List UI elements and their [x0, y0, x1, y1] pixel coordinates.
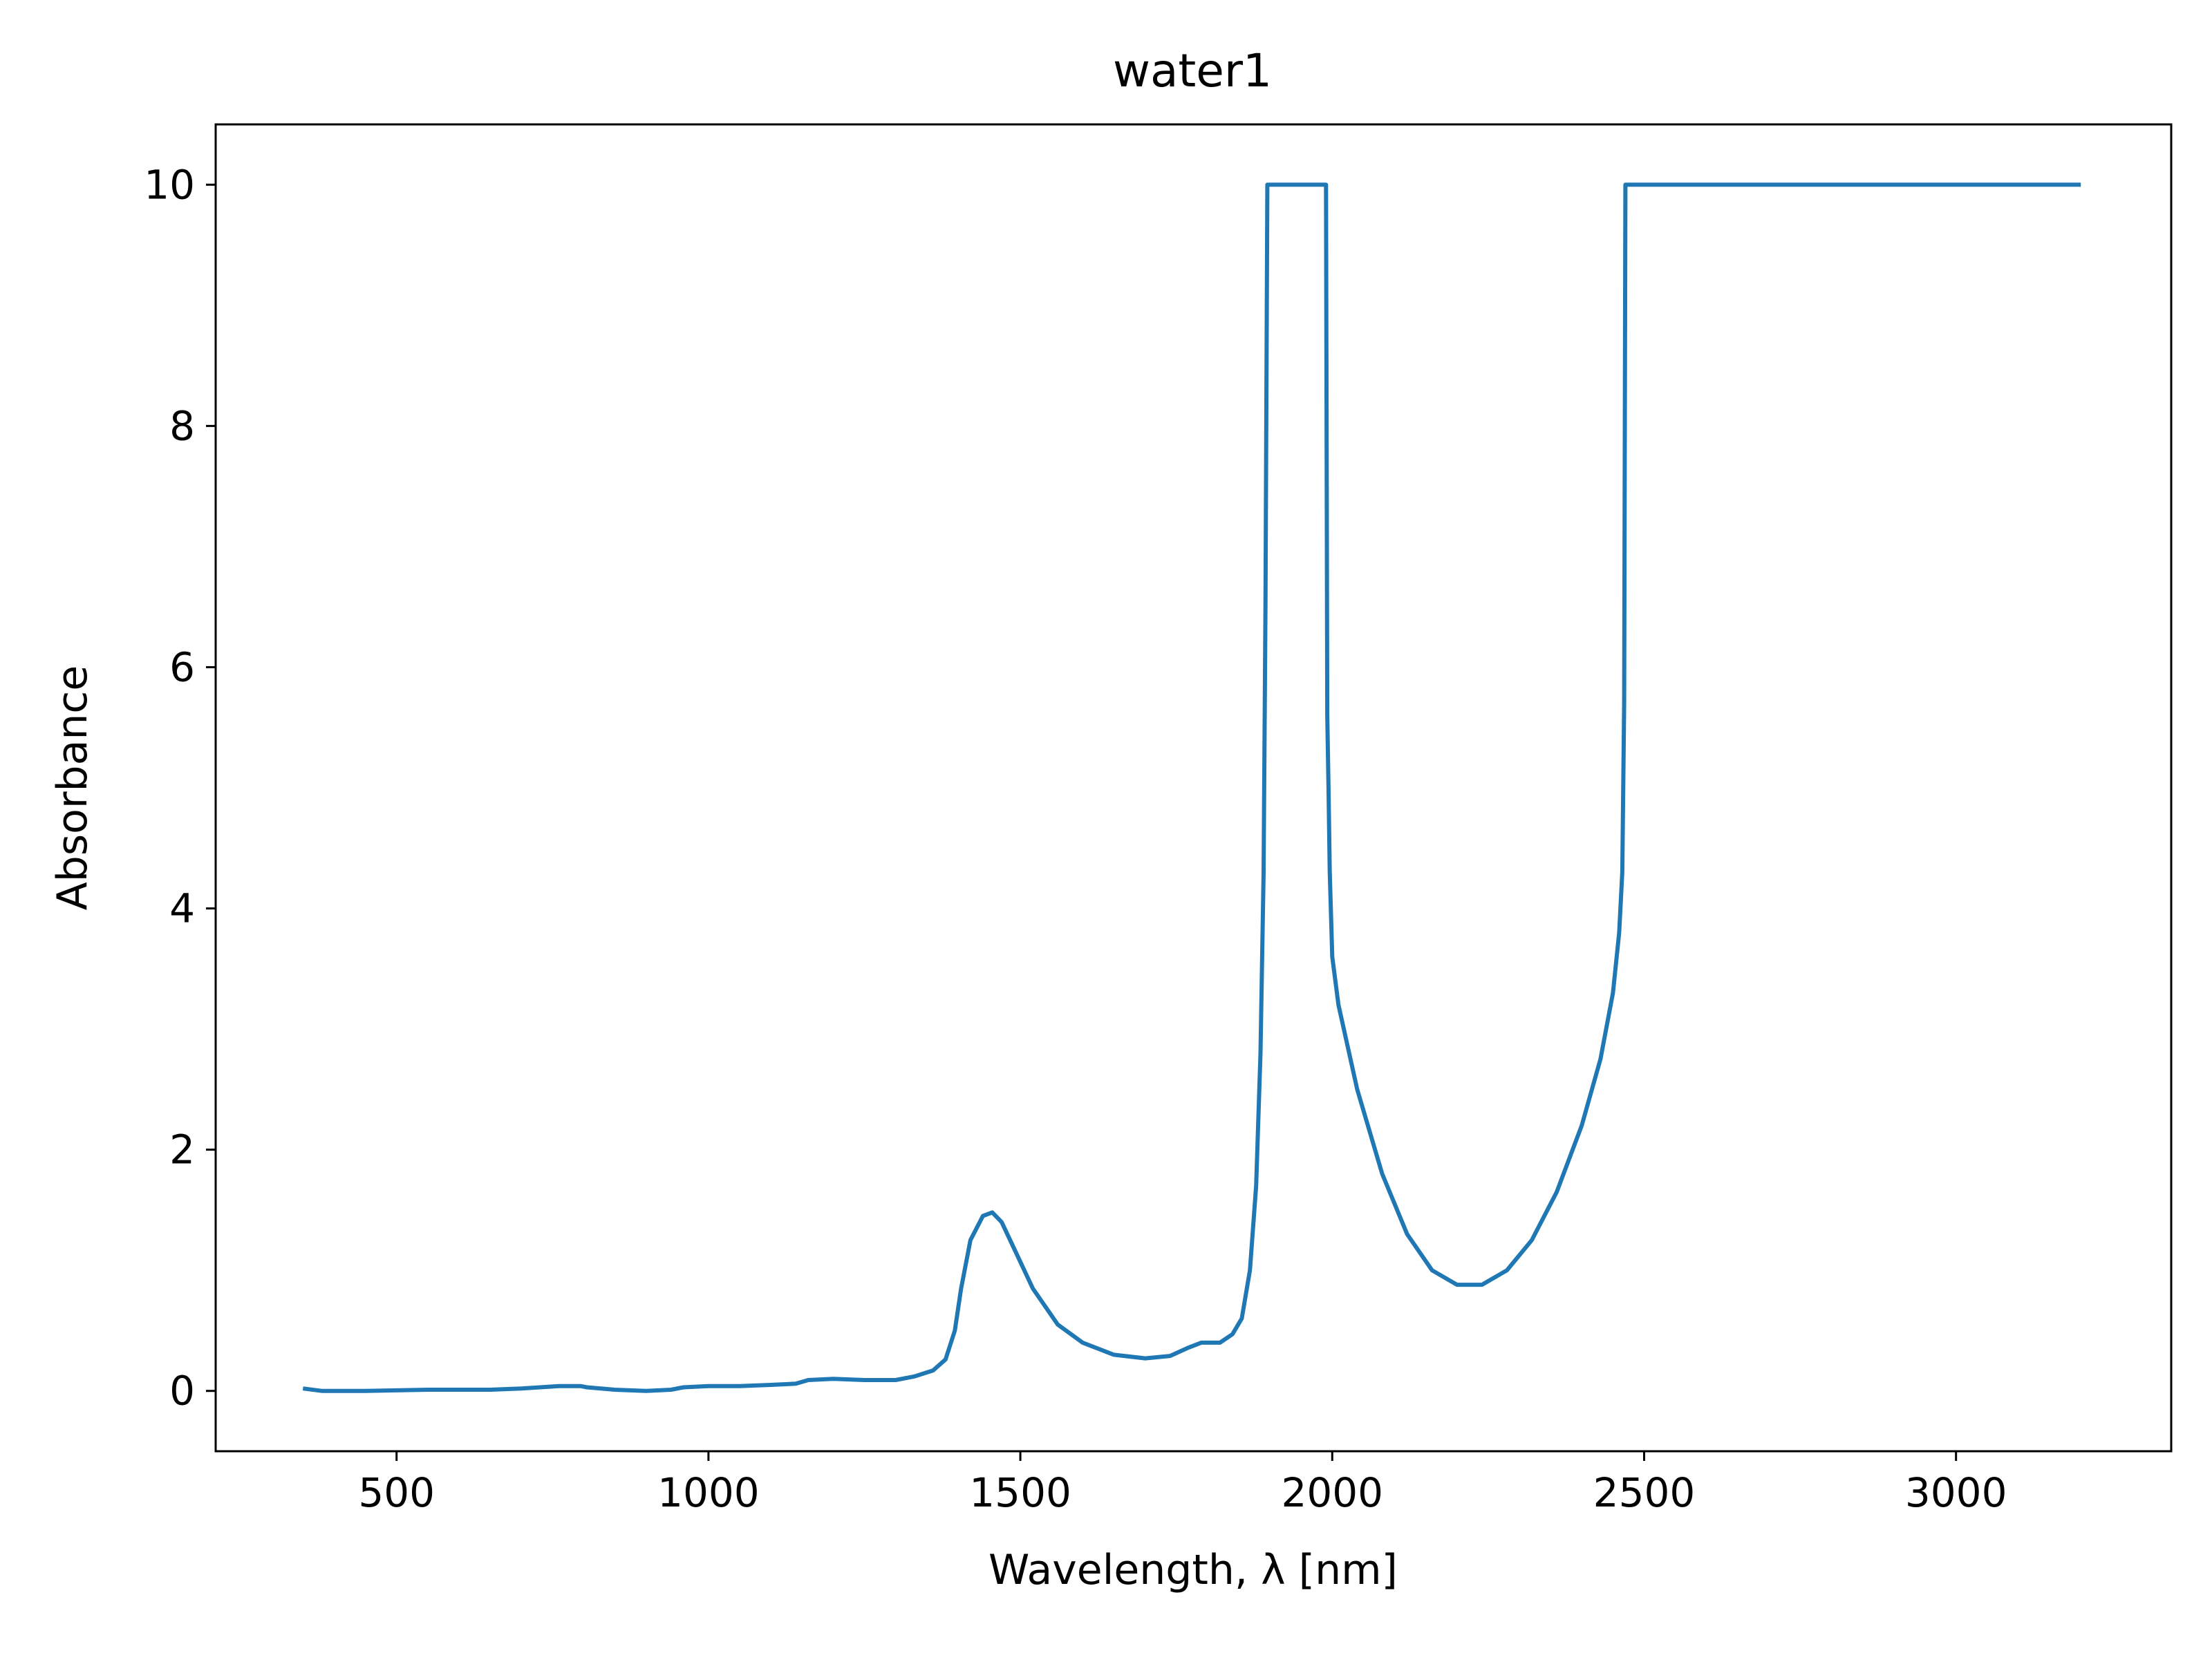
x-tick-label: 2000: [1281, 1469, 1383, 1516]
chart-title: water1: [1113, 44, 1272, 97]
series-line: [302, 182, 2081, 1393]
y-tick-label: 8: [169, 402, 195, 449]
ticks-layer: 500 1000 1500 2000 2500 3000 0 2 4 6 8 10: [144, 161, 2007, 1516]
plot-frame: [214, 123, 2173, 1453]
y-tick-label: 10: [144, 161, 195, 208]
x-tick-label: 3000: [1905, 1469, 2007, 1516]
y-tick-label: 0: [169, 1368, 195, 1415]
y-tick-label: 4: [169, 885, 195, 932]
x-tick-label: 1000: [657, 1469, 760, 1516]
x-tick-label: 500: [358, 1469, 435, 1516]
y-tick-label: 2: [169, 1126, 195, 1173]
y-tick-label: 6: [169, 643, 195, 690]
x-tick-label: 1500: [969, 1469, 1071, 1516]
x-axis-label: Wavelength, λ [nm]: [988, 1546, 1398, 1594]
y-axis-label: Absorbance: [48, 665, 97, 911]
x-tick-label: 2500: [1593, 1469, 1696, 1516]
